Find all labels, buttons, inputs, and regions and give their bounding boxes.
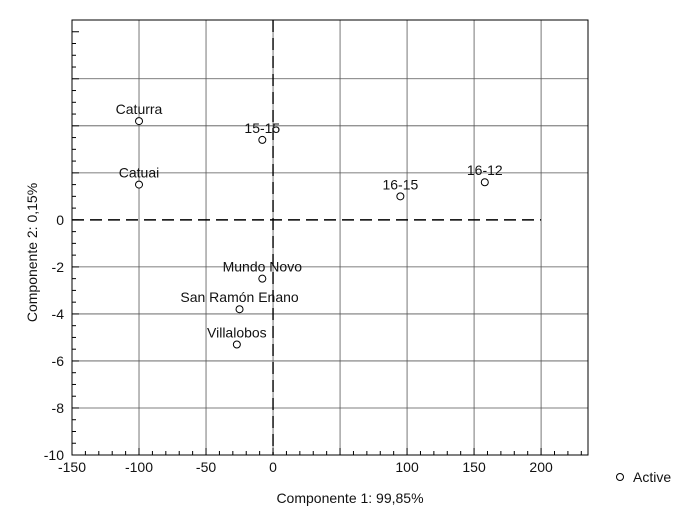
data-point	[135, 117, 144, 126]
x-tick-label: 100	[395, 459, 419, 475]
grid-lines	[71, 20, 588, 456]
data-point-label: 15-15	[244, 120, 280, 136]
data-point	[232, 340, 241, 349]
data-point-label: Caturra	[116, 101, 163, 117]
y-tick-label: -6	[52, 353, 65, 369]
data-point	[235, 305, 244, 314]
data-point-label: Catuai	[119, 165, 159, 181]
y-tick-label: 0	[56, 212, 64, 228]
x-tick-label: 0	[269, 459, 277, 475]
y-tick-label: -2	[52, 259, 65, 275]
y-tick-label: -4	[52, 306, 65, 322]
data-point-label: 16-12	[467, 162, 503, 178]
data-point	[480, 178, 489, 187]
data-points: Caturra 15-15 Catuai 16-15 16-12 Mundo Novo Sa…	[116, 101, 503, 349]
x-axis-title: Componente 1: 99,85%	[276, 490, 423, 506]
x-tick-label: -50	[196, 459, 216, 475]
plot-frame	[71, 19, 589, 456]
data-point	[258, 135, 267, 144]
data-point-label: Villalobos	[207, 324, 267, 340]
legend-label-active: Active	[633, 469, 671, 485]
y-tick-label: -10	[44, 447, 64, 463]
legend-marker-active	[616, 473, 624, 481]
x-tick-label: 200	[529, 459, 553, 475]
x-tick-label: 150	[462, 459, 486, 475]
axis-ticks	[71, 31, 582, 456]
data-point	[135, 180, 144, 189]
data-point	[396, 192, 405, 201]
data-point-label: Mundo Novo	[223, 259, 303, 275]
data-point-label: San Ramón Enano	[180, 289, 299, 305]
x-tick-label: -150	[58, 459, 86, 475]
legend: Active	[616, 469, 671, 485]
tick-labels: -150 -100 -50 0 100 150 200 -10 -8 -6 -4 -2 0	[44, 212, 553, 475]
y-tick-label: -8	[52, 400, 65, 416]
x-tick-label: -100	[125, 459, 153, 475]
data-point-label: 16-15	[382, 176, 418, 192]
y-axis-title: Componente 2: 0,15%	[24, 183, 40, 322]
reference-lines	[72, 20, 542, 455]
data-point	[258, 274, 267, 283]
